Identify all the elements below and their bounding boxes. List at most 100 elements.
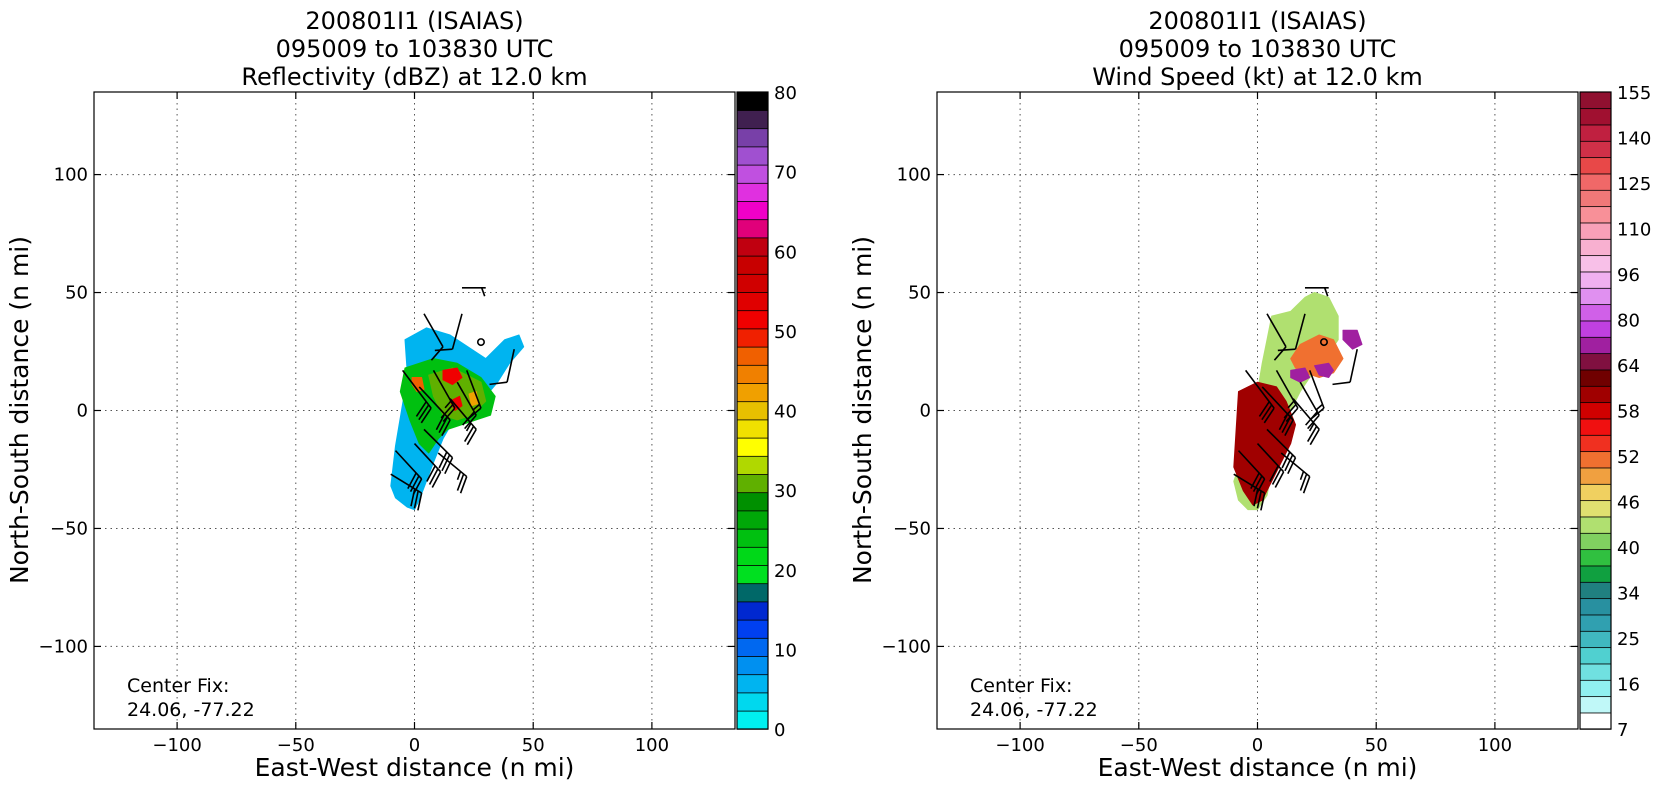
colorbar-swatch-17 <box>1579 434 1612 453</box>
barb-flag-1 <box>1299 473 1308 491</box>
colorbar-swatch-34 <box>1579 156 1612 175</box>
colorbar-swatch-23 <box>1579 336 1612 355</box>
colorbar-swatch-33 <box>1579 173 1612 191</box>
y-tick-label: 0 <box>920 401 931 422</box>
y-axis-ticks: −100 −50 0 50 100 <box>39 165 735 657</box>
colorbar-tick-label: 34 <box>1617 584 1640 605</box>
barb-staff <box>451 313 463 350</box>
wind-barb-3 <box>449 398 477 446</box>
barb-flag-1 <box>409 475 420 492</box>
colorbar-tick-label: 0 <box>774 720 785 741</box>
wind-barb-5 <box>437 452 468 494</box>
x-tick-label: 50 <box>522 735 545 756</box>
colorbar-swatch-0 <box>1579 712 1612 730</box>
colorbar-tick-label: 70 <box>774 163 797 184</box>
reflectivity-panel: 200801I1 (ISAIAS) 095009 to 103830 UTC R… <box>5 7 797 782</box>
barb-flag-2 <box>410 488 416 507</box>
colorbar-swatch-16 <box>736 419 769 439</box>
colorbar-swatch-22 <box>736 309 769 330</box>
barb-flag-0 <box>459 476 468 494</box>
barb-flag-0 <box>1302 476 1311 494</box>
colorbar-swatch-3 <box>736 655 769 676</box>
barb-staff <box>1280 452 1311 478</box>
y-tick-label: −100 <box>882 636 931 657</box>
barb-flag-1 <box>1283 404 1297 419</box>
colorbar-swatch-24 <box>736 273 769 293</box>
center-fix-coords: 24.06, -77.22 <box>970 699 1098 721</box>
field-patch-1 <box>1233 381 1296 506</box>
wind-speed-panel: 200801I1 (ISAIAS) 095009 to 103830 UTC W… <box>848 7 1651 782</box>
barb-flag-1 <box>1271 468 1282 485</box>
colorbar-swatch-5 <box>1579 630 1612 649</box>
barb-flag-0 <box>1277 348 1296 352</box>
colorbar-tick-label: 110 <box>1617 220 1651 241</box>
colorbar-swatch-14 <box>736 455 769 475</box>
colorbar-swatch-10 <box>736 528 769 548</box>
colorbar-frame <box>736 91 769 730</box>
barb-flag-2 <box>438 451 448 469</box>
colorbar-swatch-35 <box>1579 140 1612 159</box>
colorbar-swatch-16 <box>1579 450 1612 469</box>
colorbar-tick-label: 30 <box>774 481 797 502</box>
colorbar-swatch-11 <box>736 510 769 530</box>
colorbar-swatch-32 <box>1579 189 1612 208</box>
x-tick-label: 100 <box>635 735 669 756</box>
colorbar-tick-label: 7 <box>1617 720 1628 741</box>
barb-staff <box>413 442 442 473</box>
colorbar-swatch-25 <box>736 255 769 275</box>
wind-barb-12 <box>1332 348 1358 386</box>
plot-area: −100 −50 0 50 100 −100 −50 0 50 100 <box>882 91 1579 756</box>
field-patch-5 <box>1342 329 1363 350</box>
barb-flag-2 <box>426 465 436 482</box>
colorbar-swatch-19 <box>1579 401 1612 420</box>
x-axis-ticks: −100 −50 0 50 100 <box>152 92 669 756</box>
x-tick-label: 0 <box>409 735 420 756</box>
x-tick-label: −100 <box>995 735 1044 756</box>
colorbar-swatch-2 <box>1579 679 1612 698</box>
barb-flag-2 <box>456 471 462 481</box>
wind-barb-7 <box>413 442 442 488</box>
barb-flag-1 <box>463 425 475 442</box>
colorbar-swatch-20 <box>1579 385 1612 404</box>
field-patch-3 <box>1314 362 1334 378</box>
wind-barb-7 <box>1256 442 1285 488</box>
colorbar-swatch-27 <box>736 218 769 239</box>
colorbar-swatch-19 <box>736 364 769 384</box>
wind-barb-13 <box>1304 287 1329 297</box>
colorbar-tick-label: 60 <box>774 242 797 263</box>
colorbar-swatch-7 <box>736 583 769 603</box>
barb-flag-2 <box>1308 422 1315 432</box>
y-axis-ticks: −100 −50 0 50 100 <box>882 165 1578 657</box>
colorbar-swatch-8 <box>1579 581 1612 600</box>
colorbar-tick-label: 96 <box>1617 265 1640 286</box>
wind-barb-4 <box>1266 428 1297 475</box>
colorbar-swatch-32 <box>736 127 769 148</box>
colorbar-swatch-25 <box>1579 303 1612 322</box>
wind-barb-14 <box>1233 473 1266 511</box>
colorbar-swatch-1 <box>736 692 769 712</box>
barb-staff <box>1233 473 1266 494</box>
barb-flag-0 <box>480 287 486 297</box>
barb-flag-1 <box>1281 416 1292 434</box>
barb-flag-0 <box>1307 414 1320 430</box>
barb-flag-1 <box>413 490 419 509</box>
colorbar-swatch-13 <box>736 473 769 494</box>
colorbar-swatch-26 <box>1579 287 1612 306</box>
x-tick-label: 100 <box>1478 735 1512 756</box>
barb-flag-0 <box>1273 346 1287 361</box>
wind-barb-10 <box>423 313 444 361</box>
barb-staff <box>1292 398 1320 430</box>
colorbar-tick-label: 16 <box>1617 675 1640 696</box>
chart-title-line-1: 200801I1 (ISAIAS) <box>1148 7 1366 35</box>
x-axis-label: East-West distance (n mi) <box>255 753 575 782</box>
barb-flag-2 <box>1253 488 1259 507</box>
wind-barb-2 <box>432 369 456 422</box>
y-tick-label: 50 <box>908 283 931 304</box>
barb-flag-0 <box>434 348 453 352</box>
barb-staff <box>423 428 454 459</box>
colorbar-swatch-29 <box>736 182 769 202</box>
barb-staff <box>465 370 482 409</box>
wind-barb-10 <box>1266 313 1287 361</box>
colorbar-swatch-1 <box>1579 695 1612 714</box>
